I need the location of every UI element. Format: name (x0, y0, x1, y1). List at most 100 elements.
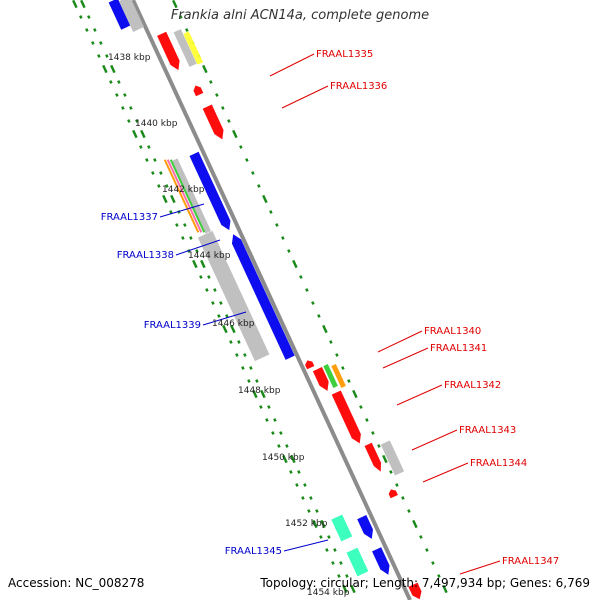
gene-label[interactable]: FRAAL1338 (117, 250, 174, 261)
tick-mark (295, 483, 299, 487)
tick-mark (425, 548, 429, 552)
tick-mark (303, 483, 307, 487)
tick-mark (140, 129, 146, 139)
tick-mark (269, 210, 273, 214)
tick-mark (91, 41, 95, 45)
tick-mark (299, 275, 303, 279)
gene-label[interactable]: FRAAL1342 (444, 380, 501, 391)
gene-feature (108, 0, 131, 30)
gene-feature (388, 489, 398, 499)
gene-feature (163, 159, 200, 233)
tick-mark (221, 106, 225, 110)
tick-mark (309, 496, 313, 500)
tick-mark (222, 324, 228, 334)
tick-mark (179, 15, 183, 19)
gene-label[interactable]: FRAAL1335 (316, 49, 373, 60)
gene-feature (346, 547, 369, 577)
tick-mark (431, 561, 435, 565)
gene-label[interactable]: FRAAL1344 (470, 458, 527, 469)
tick-mark (279, 431, 283, 435)
tick-mark (243, 353, 247, 357)
gene-label[interactable]: FRAAL1343 (459, 425, 516, 436)
genome-summary-text: Topology: circular; Length: 7,497,934 bp… (260, 576, 590, 590)
tick-mark (232, 129, 238, 139)
scale-label: 1454 kbp (307, 588, 350, 598)
tick-mark (79, 15, 83, 19)
tick-mark (275, 223, 279, 227)
tick-mark (289, 470, 293, 474)
tick-mark (239, 145, 243, 149)
tick-mark (219, 301, 223, 305)
gene-label[interactable]: FRAAL1347 (502, 556, 559, 567)
tick-mark (157, 184, 161, 188)
tick-mark (292, 259, 298, 269)
gene-label[interactable]: FRAAL1345 (225, 546, 282, 557)
tick-mark (341, 366, 345, 370)
gene-label[interactable]: FRAAL1339 (144, 320, 201, 331)
tick-mark (255, 379, 259, 383)
tick-mark (271, 431, 275, 435)
tick-mark (311, 301, 315, 305)
gene-labels: FRAAL1335 FRAAL1336 FRAAL1337 FRAAL1338 FRAA… (101, 49, 560, 567)
tick-mark (273, 418, 277, 422)
tick-mark (247, 379, 251, 383)
tick-mark (282, 454, 288, 464)
tick-mark (159, 171, 163, 175)
tick-mark (350, 584, 356, 594)
tick-mark (235, 353, 239, 357)
label-leader-line (281, 85, 329, 109)
tick-mark (301, 496, 305, 500)
tick-mark (230, 324, 236, 334)
scale-label: 1444 kbp (188, 251, 231, 261)
gene-label[interactable]: FRAAL1337 (101, 212, 158, 223)
tick-mark (237, 340, 241, 344)
gene-feature (193, 85, 204, 97)
tick-mark (189, 236, 193, 240)
gene-feature (408, 582, 422, 600)
tick-mark (249, 366, 253, 370)
tick-mark (347, 379, 351, 383)
label-leader-line (422, 462, 469, 483)
gene-label[interactable]: FRAAL1341 (430, 343, 487, 354)
gene-feature (231, 234, 295, 360)
tick-mark (227, 119, 231, 123)
tick-mark (229, 340, 233, 344)
scale-label: 1450 kbp (262, 453, 305, 463)
tick-mark (259, 405, 263, 409)
tick-mark (195, 249, 199, 253)
tick-mark (285, 444, 289, 448)
tick-mark (412, 519, 418, 529)
tick-mark (105, 54, 109, 58)
gene-feature (202, 104, 224, 140)
tick-mark (185, 28, 189, 32)
label-leader-line (175, 239, 221, 256)
tick-mark (115, 93, 119, 97)
label-leaders (159, 53, 501, 575)
tick-mark (319, 535, 323, 539)
tick-mark (202, 64, 208, 74)
tick-mark (225, 314, 229, 318)
tick-mark (165, 184, 169, 188)
tick-mark (211, 301, 215, 305)
gene-feature (331, 364, 346, 388)
gene-feature (169, 159, 206, 233)
gene-feature (372, 547, 390, 575)
tick-mark (121, 106, 125, 110)
tick-mark (312, 519, 318, 529)
tick-mark (252, 389, 258, 399)
tick-mark (371, 431, 375, 435)
tick-mark (127, 119, 131, 123)
tick-mark (109, 80, 113, 84)
tick-mark (99, 41, 103, 45)
tick-mark (251, 171, 255, 175)
gene-feature (118, 0, 145, 32)
scale-labels: 1438 kbp 1440 kbp 1442 kbp 1444 kbp 1446 kbp… (108, 53, 350, 598)
tick-mark (200, 259, 206, 269)
tick-mark (110, 64, 116, 74)
tick-mark (241, 366, 245, 370)
gene-label[interactable]: FRAAL1340 (424, 326, 481, 337)
gene-label[interactable]: FRAAL1336 (330, 81, 387, 92)
label-leader-line (459, 560, 501, 575)
tick-mark (389, 470, 393, 474)
scale-label: 1442 kbp (162, 185, 205, 195)
